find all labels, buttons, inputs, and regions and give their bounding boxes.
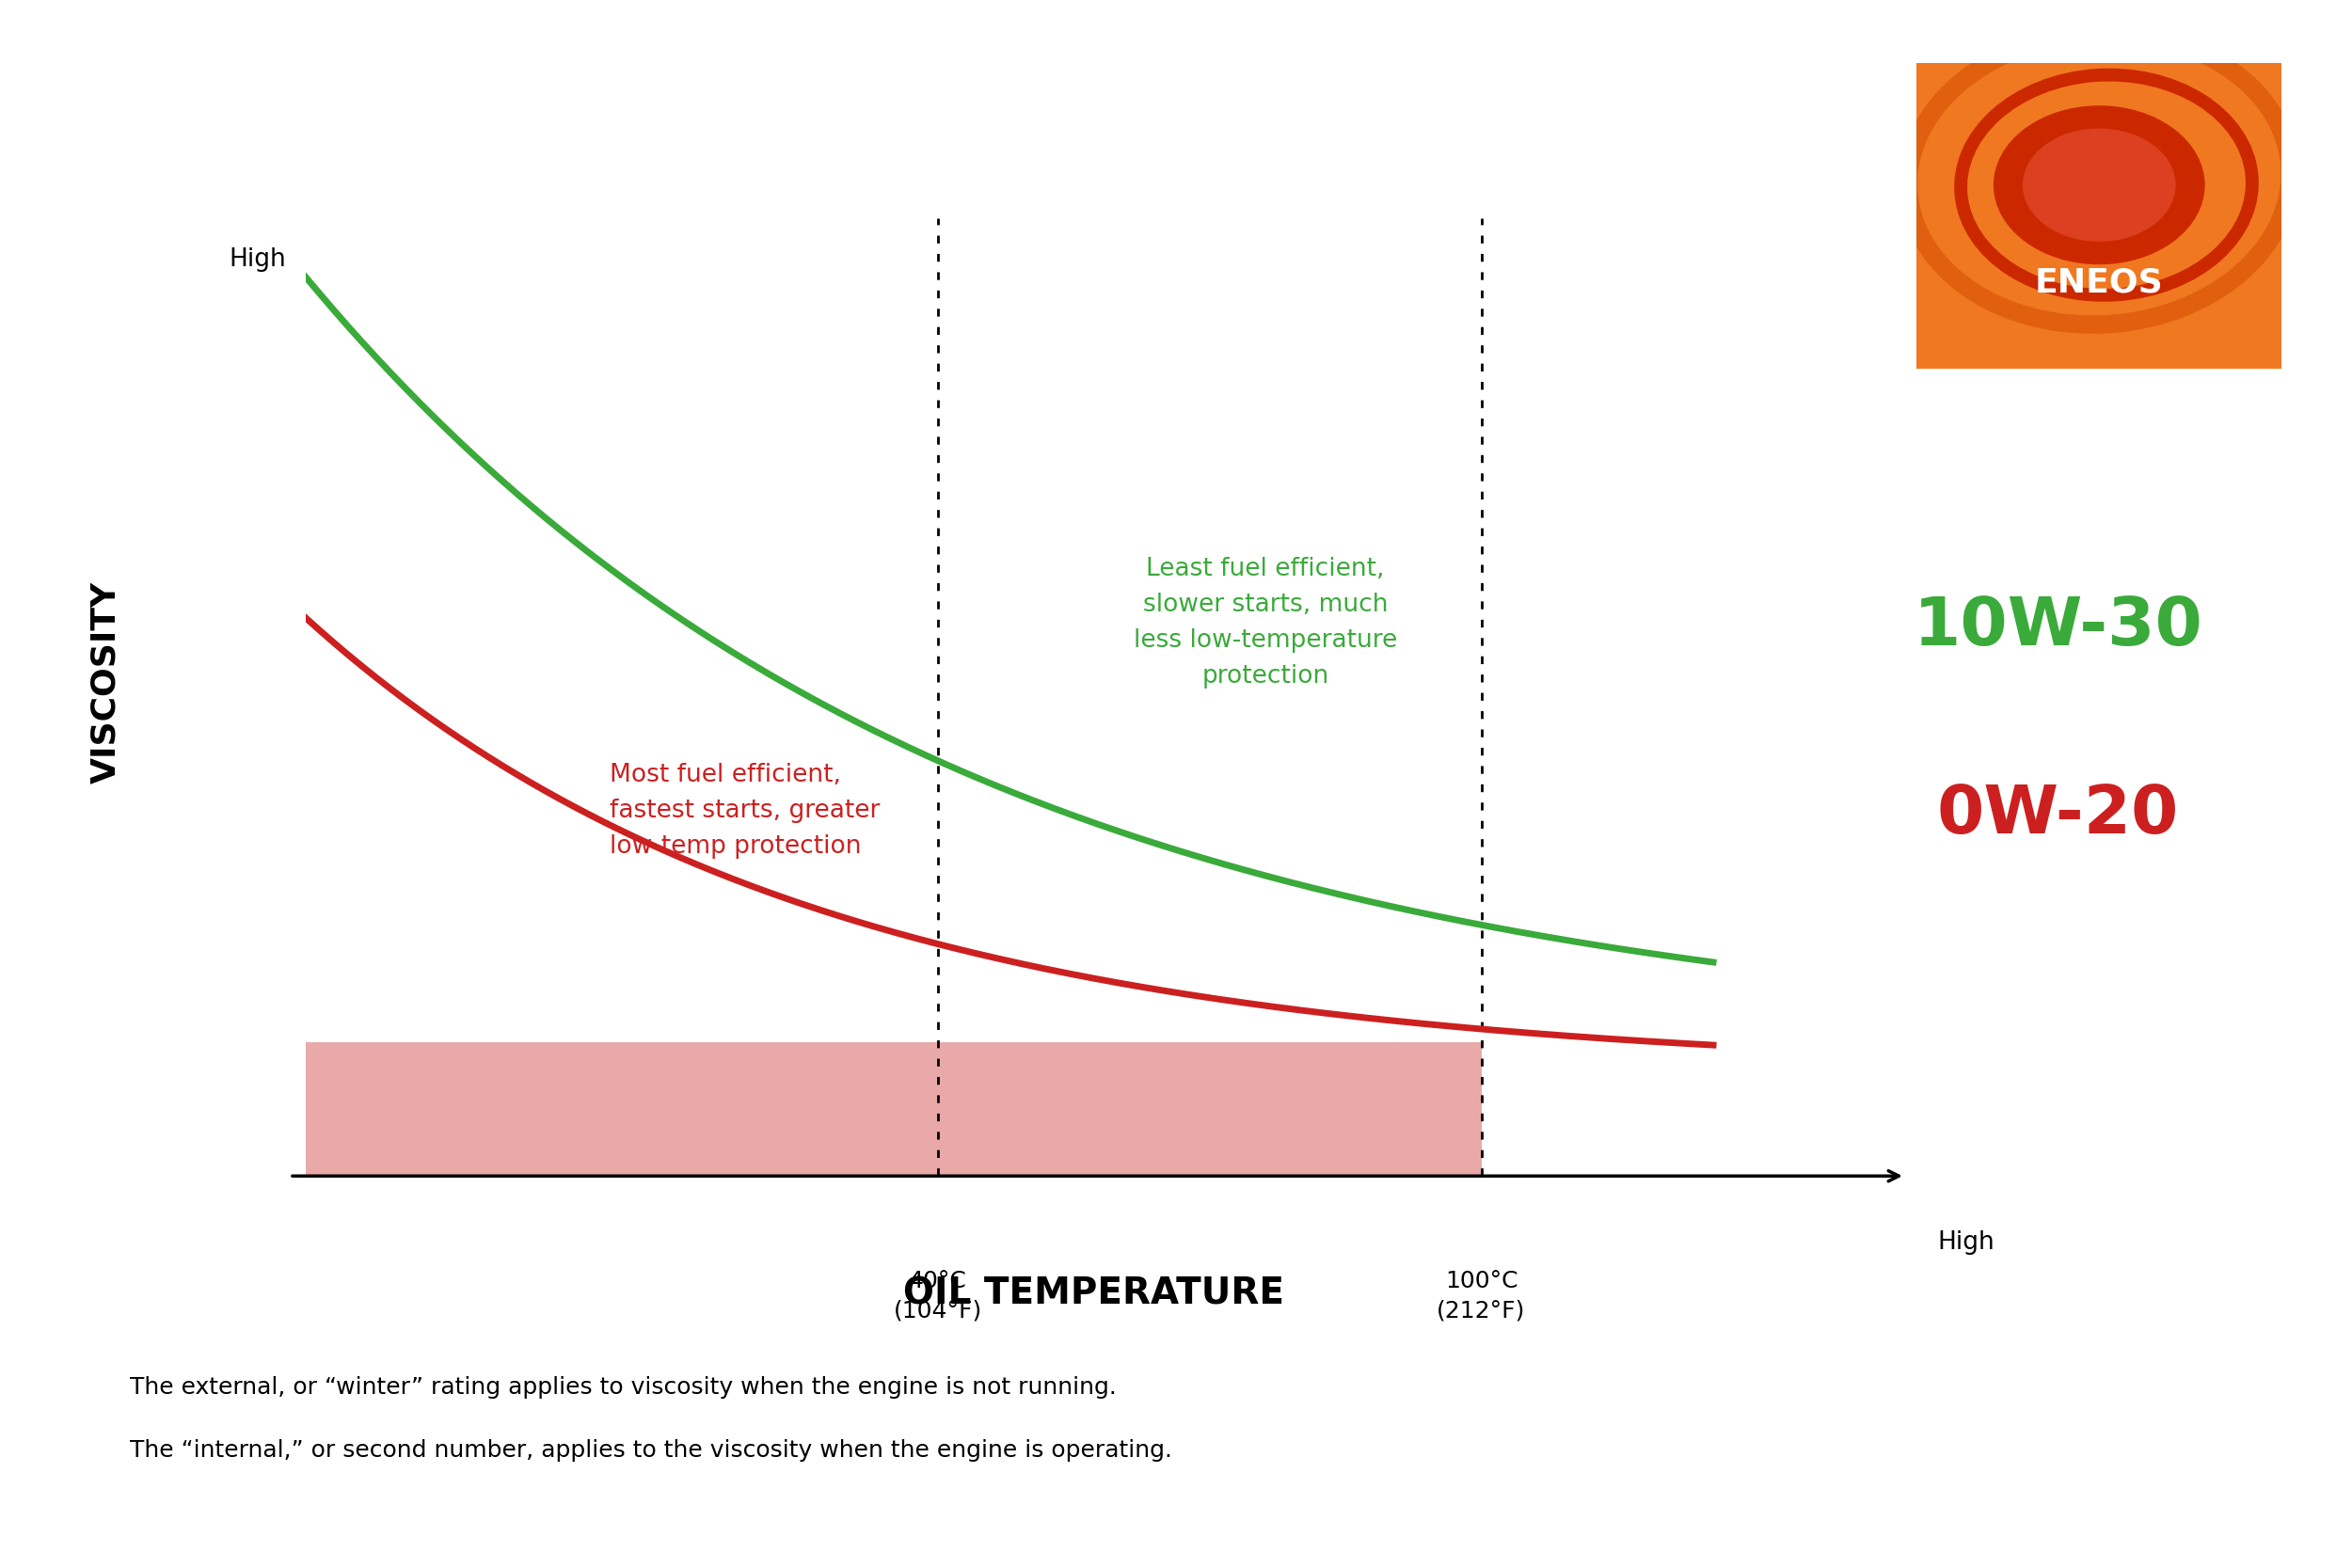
Text: ENEOS: ENEOS <box>2034 267 2164 299</box>
Text: OIL TEMPERATURE: OIL TEMPERATURE <box>903 1276 1284 1311</box>
Text: 0W-20: 0W-20 <box>1938 782 2178 848</box>
Text: The “internal,” or second number, applies to the viscosity when the engine is op: The “internal,” or second number, applie… <box>129 1439 1171 1461</box>
Ellipse shape <box>1994 105 2204 265</box>
Text: 40°C
(104°F): 40°C (104°F) <box>894 1270 981 1322</box>
Text: Least fuel efficient,
slower starts, much
less low-temperature
protection: Least fuel efficient, slower starts, muc… <box>1134 557 1397 688</box>
Text: VISCOSITY: VISCOSITY <box>89 582 122 782</box>
Text: 100°C
(212°F): 100°C (212°F) <box>1437 1270 1526 1322</box>
Bar <box>306 1043 1482 1176</box>
Text: High: High <box>228 248 287 271</box>
Ellipse shape <box>2023 129 2176 241</box>
Text: 10W-30: 10W-30 <box>1912 594 2204 660</box>
Text: Most fuel efficient,
fastest starts, greater
low-temp protection: Most fuel efficient, fastest starts, gre… <box>609 762 880 858</box>
Text: High: High <box>1938 1231 1994 1254</box>
Text: The external, or “winter” rating applies to viscosity when the engine is not run: The external, or “winter” rating applies… <box>129 1377 1117 1399</box>
